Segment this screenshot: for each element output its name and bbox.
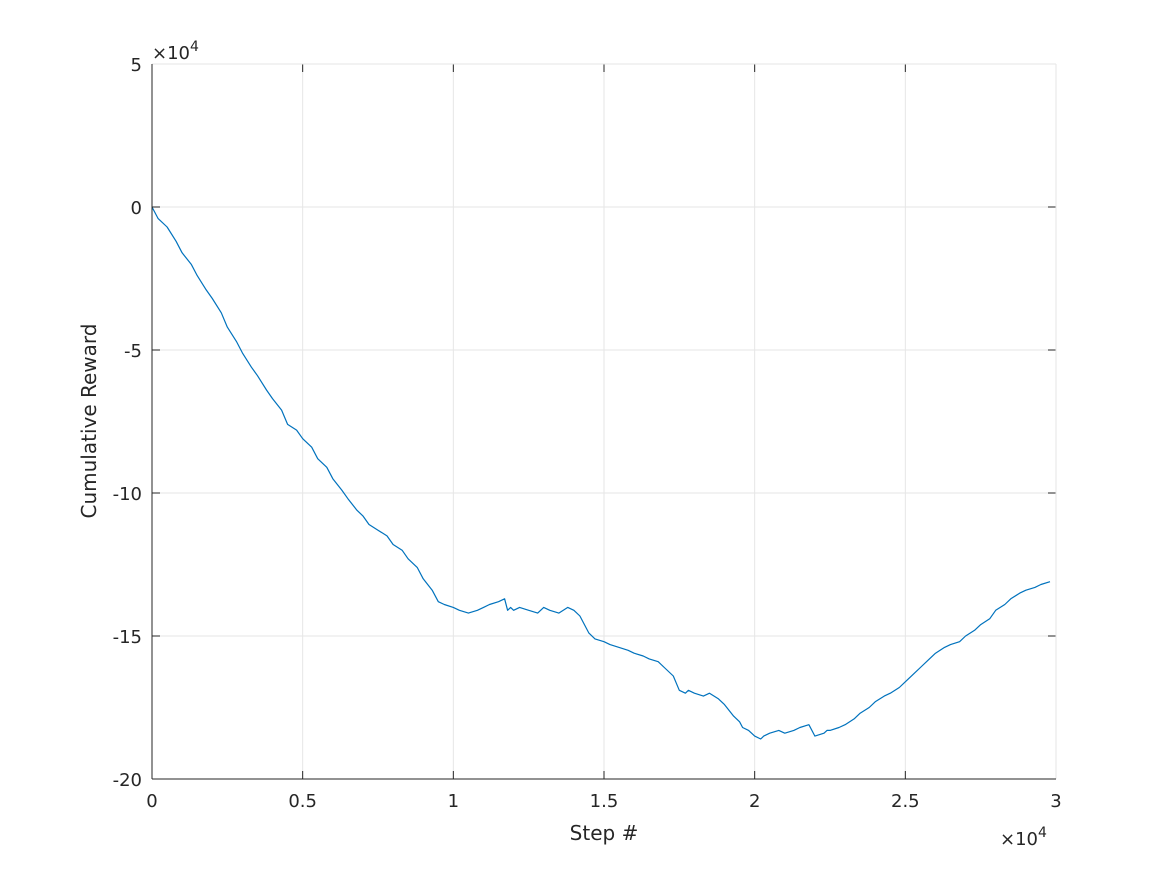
y-tick-label: 5 — [131, 55, 142, 76]
y-axis-label: Cumulative Reward — [77, 324, 101, 519]
y-tick-label: 0 — [131, 198, 142, 219]
x-tick-label: 0 — [146, 791, 157, 812]
x-tick-label: 2.5 — [891, 791, 920, 812]
series-layer — [151, 206, 1051, 740]
x-tick-label: 1.5 — [590, 791, 619, 812]
y-tick-label: -5 — [124, 341, 142, 362]
y-exponent-label: ×104 — [152, 39, 199, 64]
x-tick-label: 2 — [749, 791, 760, 812]
y-tick-label: -10 — [113, 484, 142, 505]
series-line — [151, 206, 1051, 740]
x-axis-label: Step # — [570, 821, 639, 845]
y-tick-label: -20 — [113, 770, 142, 791]
tick-labels: 0 0.5 1 1.5 2 2.5 3 5 0 -5 -10 -15 -20 — [113, 55, 1062, 812]
x-tick-label: 0.5 — [288, 791, 317, 812]
y-tick-label: -15 — [113, 627, 142, 648]
axes — [151, 63, 1057, 780]
x-tick-label: 3 — [1050, 791, 1061, 812]
x-tick-label: 1 — [448, 791, 459, 812]
x-exponent-label: ×104 — [1000, 825, 1047, 850]
